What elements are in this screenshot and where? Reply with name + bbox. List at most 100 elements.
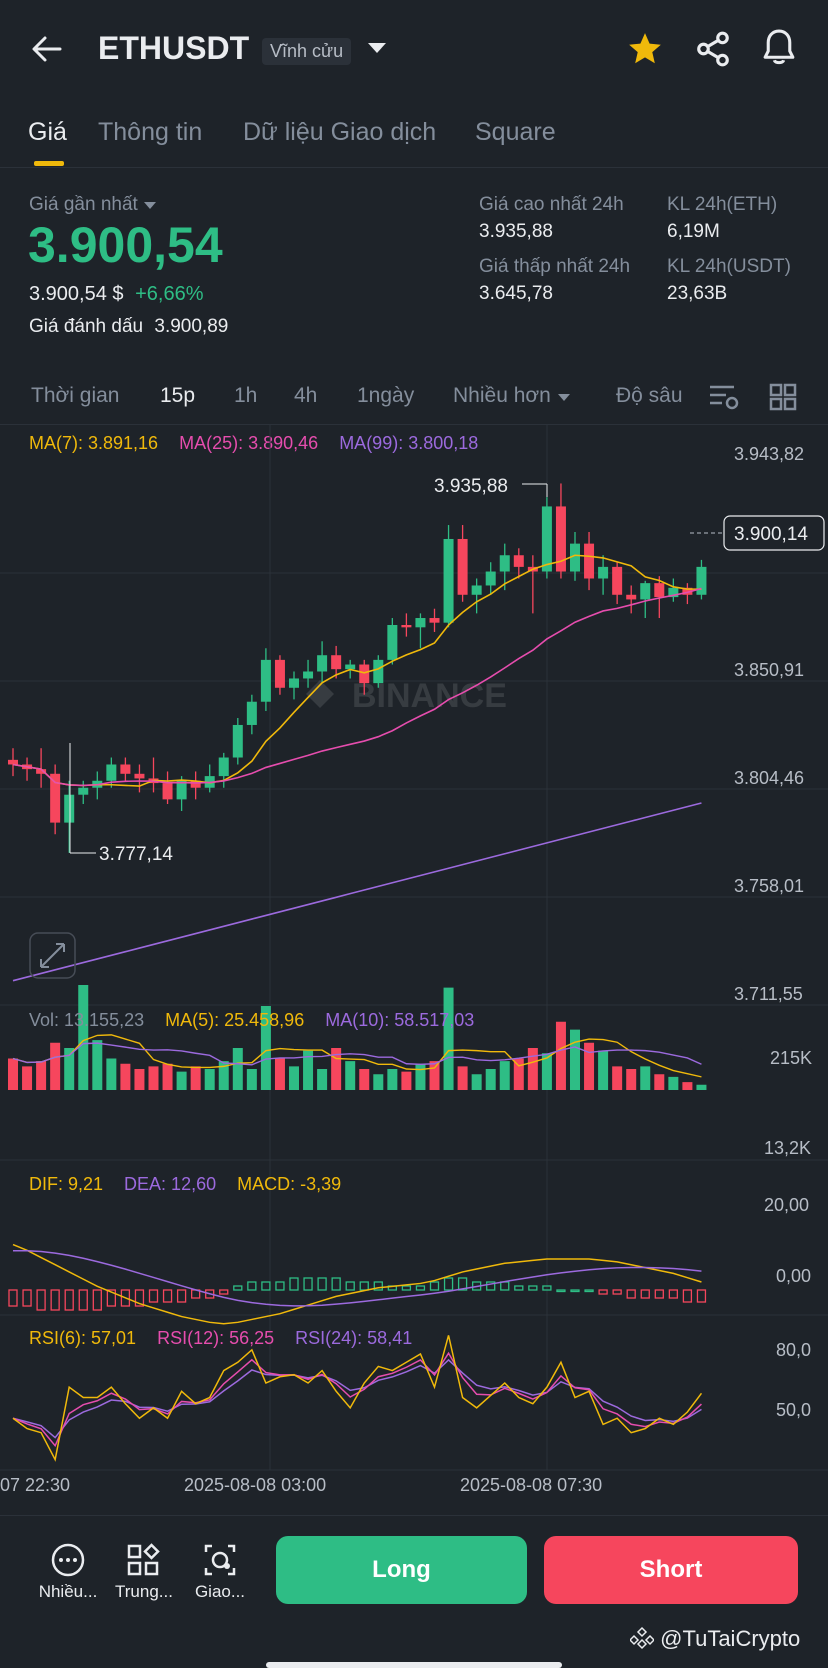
macd-bar xyxy=(162,1289,173,1303)
tab-price[interactable]: Giá xyxy=(28,118,67,146)
tab-info[interactable]: Thông tin xyxy=(98,118,203,146)
last-price-label[interactable]: Giá gần nhất xyxy=(29,194,157,216)
macd-bar xyxy=(176,1289,187,1303)
vol-axis-bottom: 13,2K xyxy=(764,1138,812,1158)
rsi24-line xyxy=(12,1358,702,1439)
tf-1h[interactable]: 1h xyxy=(234,384,258,407)
tf-1d[interactable]: 1ngày xyxy=(357,384,415,407)
volume-bar xyxy=(8,1058,18,1090)
volume-bar xyxy=(499,1061,510,1090)
candle-body xyxy=(457,538,468,595)
volume-bar xyxy=(541,1053,552,1090)
price-axis-label: 3.804,46 xyxy=(734,768,805,788)
volume-bar xyxy=(303,1050,314,1090)
volume-bar xyxy=(190,1066,201,1090)
candle-body xyxy=(120,764,131,774)
more-options-icon[interactable] xyxy=(38,1540,98,1580)
macd-bar xyxy=(584,1289,594,1293)
credit-watermark: @TuTaiCrypto xyxy=(628,1626,800,1652)
center-hub-label[interactable]: Trung... xyxy=(115,1582,173,1601)
candle-body xyxy=(401,624,412,628)
trade-bot-label[interactable]: Giao... xyxy=(194,1582,246,1601)
ma-lines-layer xyxy=(12,554,702,982)
tab-square[interactable]: Square xyxy=(475,118,556,146)
more-options-label[interactable]: Nhiều... xyxy=(38,1582,98,1601)
volume-bar xyxy=(317,1069,328,1090)
high-24h-value: 3.935,88 xyxy=(479,221,553,242)
candle-body xyxy=(415,618,426,628)
vol-legend: Vol: 13.155,23 xyxy=(29,1010,145,1030)
tf-depth[interactable]: Độ sâu xyxy=(616,384,683,407)
star-favorite-icon[interactable] xyxy=(626,30,664,68)
bell-notification-icon[interactable] xyxy=(760,28,798,68)
expand-chart-icon[interactable] xyxy=(29,932,76,979)
long-button[interactable]: Long xyxy=(276,1536,527,1604)
vol-axis-top: 215K xyxy=(770,1048,813,1068)
vol-eth-value: 6,19M xyxy=(667,221,720,242)
layout-grid-icon[interactable] xyxy=(768,382,798,412)
macd-bar xyxy=(233,1285,243,1291)
macd-bar xyxy=(120,1289,131,1307)
tf-more[interactable]: Nhiều hơn xyxy=(453,384,571,408)
rsi-legend: RSI(6): 57,01 RSI(12): 56,25 RSI(24): 58… xyxy=(29,1328,412,1349)
macd-bar xyxy=(668,1289,678,1299)
indicator-settings-icon[interactable] xyxy=(708,382,740,412)
tf-15m[interactable]: 15p xyxy=(160,384,196,407)
macd-bar xyxy=(486,1281,496,1291)
volume-bar xyxy=(598,1050,609,1090)
candle-body xyxy=(289,678,299,688)
macd-layer xyxy=(8,1243,707,1325)
volume-bars-layer xyxy=(8,985,707,1090)
last-price: 3.900,54 xyxy=(28,217,223,273)
candle-body xyxy=(654,583,665,598)
chevron-down-icon[interactable] xyxy=(366,40,388,56)
candle-body xyxy=(626,594,637,600)
volume-bar xyxy=(387,1069,398,1090)
candle-body xyxy=(331,655,342,670)
candle-body xyxy=(668,587,679,598)
tf-4h[interactable]: 4h xyxy=(294,384,318,407)
short-button[interactable]: Short xyxy=(544,1536,798,1604)
usd-price-row: 3.900,54 $ +6,66% xyxy=(29,283,203,306)
current-price-tag[interactable] xyxy=(723,515,825,551)
low-annotation-label: 3.777,14 xyxy=(99,844,173,865)
candle-body xyxy=(36,769,47,774)
candle-body xyxy=(246,701,257,725)
macd-bar xyxy=(612,1289,622,1295)
volume-bar xyxy=(120,1063,131,1090)
candle-body xyxy=(260,659,271,702)
macd-bar xyxy=(528,1285,538,1291)
candle-body xyxy=(598,566,609,579)
high-24h-label: Giá cao nhất 24h xyxy=(479,194,624,215)
high-annotation: 3.935,88 xyxy=(434,476,548,497)
macd-bar xyxy=(317,1277,327,1291)
macd-bar xyxy=(64,1289,74,1311)
time-axis-label: 2025-08-08 03:00 xyxy=(184,1475,327,1495)
volume-bar xyxy=(78,985,89,1090)
chart-grid xyxy=(0,425,828,1471)
volume-bar xyxy=(148,1066,159,1090)
candle-body xyxy=(303,671,314,679)
kline-chart[interactable]: BINANCE 3.935,88 3.777,14 3.900,14 xyxy=(0,425,828,1475)
low-24h-label: Giá thấp nhất 24h xyxy=(479,256,631,277)
mark-price: 3.900,89 xyxy=(154,316,229,337)
volume-bar xyxy=(429,1061,440,1090)
back-arrow-icon[interactable] xyxy=(30,32,64,66)
macd-bar xyxy=(556,1289,566,1293)
macd-bar xyxy=(22,1289,32,1307)
dea-legend: DEA: 12,60 xyxy=(124,1174,217,1194)
trade-bot-icon[interactable] xyxy=(190,1540,250,1580)
macd-bar xyxy=(345,1281,355,1291)
center-hub-icon[interactable] xyxy=(114,1540,174,1580)
tf-time[interactable]: Thời gian xyxy=(31,384,120,407)
share-icon[interactable] xyxy=(694,30,732,68)
macd-bar xyxy=(331,1277,341,1291)
volume-bar xyxy=(457,1066,468,1090)
candle-body xyxy=(485,571,496,586)
macd-bar xyxy=(500,1281,510,1291)
macd-bar xyxy=(275,1281,285,1291)
volume-bar xyxy=(527,1048,538,1090)
binance-logo-icon xyxy=(628,1626,656,1650)
symbol-title[interactable]: ETHUSDT xyxy=(98,30,250,66)
tab-trading-data[interactable]: Dữ liệu Giao dịch xyxy=(243,118,437,146)
